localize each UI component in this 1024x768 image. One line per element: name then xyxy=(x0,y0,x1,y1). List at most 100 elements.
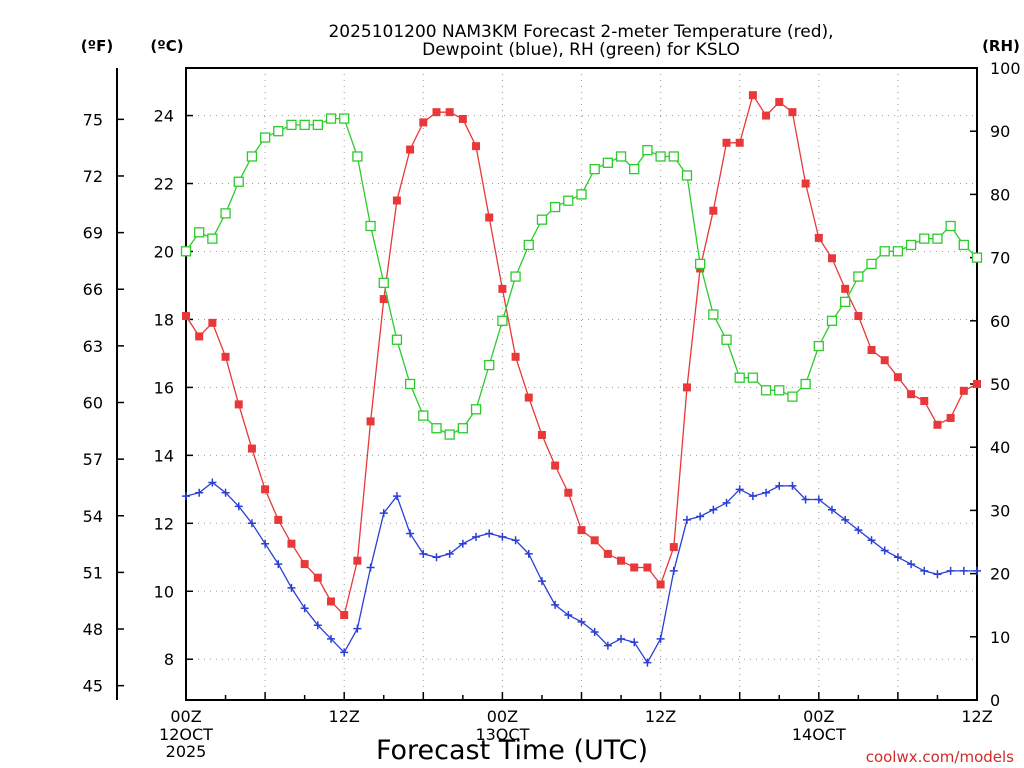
2-meter-temperature-point xyxy=(234,400,243,409)
fahrenheit-tick-label: 48 xyxy=(83,620,103,639)
chart-title-line2: Dewpoint (blue), RH (green) for KSLO xyxy=(422,40,740,60)
rh-tick-label: 0 xyxy=(990,691,1000,710)
rh-point xyxy=(576,189,587,200)
rh-point xyxy=(602,157,614,168)
rh-point xyxy=(774,385,785,396)
2-meter-temperature-point xyxy=(458,114,467,123)
2-meter-temperature-point xyxy=(867,346,876,355)
rh-tick-label: 70 xyxy=(990,249,1010,268)
dewpoint-point xyxy=(537,577,546,586)
rh-tick-label: 100 xyxy=(990,59,1021,78)
dewpoint-point xyxy=(524,549,533,558)
2-meter-temperature-point xyxy=(762,111,771,120)
dewpoint-point xyxy=(643,658,652,667)
2-meter-temperature-point xyxy=(327,597,336,606)
fahrenheit-tick-label: 54 xyxy=(83,507,103,526)
rh-tick-label: 90 xyxy=(990,122,1010,141)
dewpoint-point xyxy=(247,519,256,528)
dewpoint-point xyxy=(300,604,309,613)
dewpoint-point xyxy=(827,505,836,514)
dewpoint-point xyxy=(208,478,217,487)
dewpoint-point xyxy=(340,648,349,657)
dewpoint-point xyxy=(327,634,336,643)
2-meter-temperature-point xyxy=(933,420,942,429)
dewpoint-point xyxy=(682,515,691,524)
2-meter-temperature-point xyxy=(472,142,481,151)
x-tick-label: 12Z xyxy=(961,707,992,726)
dewpoint-point xyxy=(419,549,428,558)
rh-tick-label: 50 xyxy=(990,375,1010,394)
rh-point xyxy=(853,271,864,282)
dewpoint-point xyxy=(564,611,573,620)
2-meter-temperature-point xyxy=(379,295,388,304)
dewpoint-point xyxy=(854,526,863,535)
rh-point xyxy=(365,220,376,232)
rh-point xyxy=(695,258,706,270)
dewpoint-point xyxy=(814,495,823,504)
dewpoint-point xyxy=(630,638,639,647)
2-meter-temperature-point xyxy=(392,196,401,205)
rh-point xyxy=(444,429,455,440)
rh-point xyxy=(510,271,521,282)
rh-point xyxy=(971,252,983,263)
rh-point xyxy=(536,214,548,225)
fahrenheit-tick-label: 63 xyxy=(83,337,103,356)
dewpoint-point xyxy=(788,481,797,490)
rh-point xyxy=(879,246,890,257)
rh-point xyxy=(207,233,218,244)
2-meter-temperature-point xyxy=(537,430,546,439)
2-meter-temperature-point xyxy=(907,390,916,399)
2-meter-temperature-point xyxy=(577,526,586,535)
rh-point xyxy=(497,315,508,326)
rh-point xyxy=(734,372,745,383)
2-meter-temperature-point xyxy=(511,352,520,361)
dewpoint-point xyxy=(445,549,454,558)
dewpoint-point xyxy=(841,515,850,524)
fahrenheit-tick-label: 75 xyxy=(83,110,103,129)
2-meter-temperature-point xyxy=(419,118,428,127)
dewpoint-point xyxy=(867,536,876,545)
x-axis-label: Forecast Time (UTC) xyxy=(376,735,648,766)
2-meter-temperature-point xyxy=(340,611,349,620)
rh-tick-label: 10 xyxy=(990,628,1010,647)
rh-tick-label: 30 xyxy=(990,501,1010,520)
rh-point xyxy=(431,423,442,434)
2-meter-temperature-point xyxy=(564,488,573,497)
2-meter-temperature-point xyxy=(630,563,639,572)
2-meter-temperature-point xyxy=(261,485,270,494)
rh-point xyxy=(312,119,323,131)
2-meter-temperature-point xyxy=(300,560,309,569)
rh-point xyxy=(589,163,600,175)
rh-point xyxy=(800,378,811,390)
celsius-tick-label: 12 xyxy=(154,514,174,533)
2-meter-temperature-point xyxy=(432,108,441,117)
rh-point xyxy=(273,126,284,137)
2-meter-temperature-point xyxy=(682,383,691,392)
celsius-tick-label: 24 xyxy=(154,107,174,126)
dewpoint-point xyxy=(432,553,441,562)
dewpoint-point xyxy=(617,634,626,643)
dewpoint-point xyxy=(577,617,586,626)
rh-point xyxy=(378,277,389,289)
rh-point xyxy=(259,132,271,143)
2-meter-temperature-point xyxy=(551,461,560,470)
dewpoint-point xyxy=(366,563,375,572)
rh-point xyxy=(840,296,851,307)
2-meter-temperature-point xyxy=(643,563,652,572)
rh-point xyxy=(866,258,877,270)
dewpoint-point xyxy=(973,566,981,575)
rh-point xyxy=(958,239,969,251)
x-tick-date: 14OCT xyxy=(792,725,846,744)
x-tick-label: 00Z xyxy=(170,707,201,726)
rh-point xyxy=(299,119,310,131)
dewpoint-point xyxy=(959,566,968,575)
x-tick-label: 12Z xyxy=(645,707,676,726)
rh-point xyxy=(787,391,798,402)
rh-point xyxy=(457,423,469,434)
2-meter-temperature-point xyxy=(814,233,823,242)
rh-tick-label: 20 xyxy=(990,565,1010,584)
rh-tick-label: 60 xyxy=(990,312,1010,331)
rh-point xyxy=(655,151,666,162)
2-meter-temperature-point xyxy=(920,396,929,405)
